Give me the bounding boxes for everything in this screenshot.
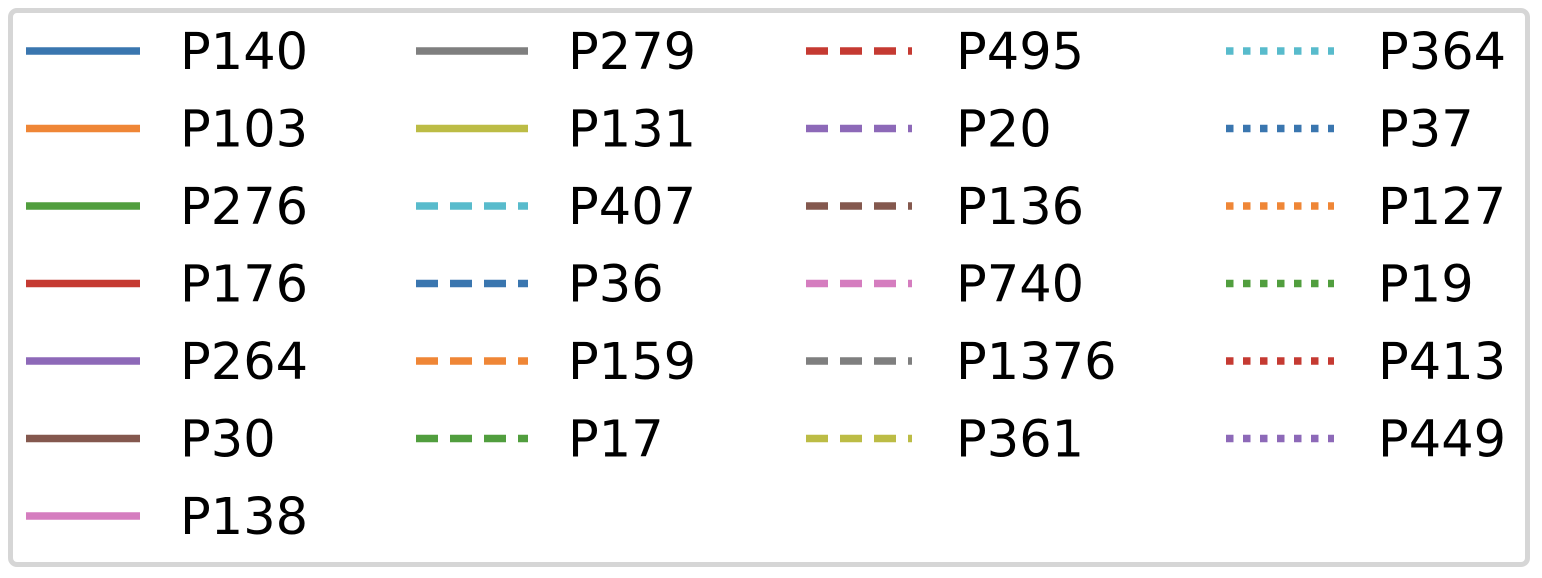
legend-label: P103: [180, 101, 308, 160]
legend-label: P30: [180, 411, 276, 470]
legend-entry: P176: [26, 256, 308, 315]
legend-entry: P740: [806, 256, 1084, 315]
legend-box: [8, 8, 1530, 567]
legend-entry: P364: [1226, 23, 1506, 82]
legend-label: P1376: [956, 333, 1117, 392]
legend-label: P407: [568, 178, 696, 237]
legend-label: P495: [956, 23, 1084, 82]
legend-entry: P20: [806, 101, 1052, 160]
legend-entry: P413: [1226, 333, 1506, 392]
legend-entry: P127: [1226, 178, 1506, 237]
legend-label: P131: [568, 101, 696, 160]
legend-label: P279: [568, 23, 696, 82]
legend-label: P413: [1378, 333, 1506, 392]
legend-entry: P264: [26, 333, 308, 392]
legend-entry: P276: [26, 178, 308, 237]
legend-label: P449: [1378, 411, 1506, 470]
legend-label: P264: [180, 333, 308, 392]
legend-entry: P361: [806, 411, 1084, 470]
legend-entry: P159: [416, 333, 696, 392]
legend-label: P127: [1378, 178, 1506, 237]
legend-label: P20: [956, 101, 1052, 160]
legend-label: P138: [180, 488, 308, 547]
legend-entry: P19: [1226, 256, 1474, 315]
legend-label: P136: [956, 178, 1084, 237]
legend-label: P36: [568, 256, 664, 315]
legend-entry: P495: [806, 23, 1084, 82]
legend-label: P364: [1378, 23, 1506, 82]
legend-entry: P449: [1226, 411, 1506, 470]
legend-label: P276: [180, 178, 308, 237]
legend-label: P159: [568, 333, 696, 392]
legend-entry: P17: [416, 411, 664, 470]
legend-entry: P30: [26, 411, 276, 470]
legend-entry: P407: [416, 178, 696, 237]
legend-entry: P138: [26, 488, 308, 547]
legend-label: P19: [1378, 256, 1474, 315]
legend-entry: P140: [26, 23, 308, 82]
legend-entry: P131: [416, 101, 696, 160]
legend-entry: P36: [416, 256, 664, 315]
legend-label: P37: [1378, 101, 1474, 160]
legend-entry: P1376: [806, 333, 1117, 392]
legend-entry: P103: [26, 101, 308, 160]
legend-entry: P136: [806, 178, 1084, 237]
legend-label: P361: [956, 411, 1084, 470]
legend-label: P140: [180, 23, 308, 82]
legend-label: P740: [956, 256, 1084, 315]
legend-entry: P279: [416, 23, 696, 82]
legend-label: P17: [568, 411, 664, 470]
legend-entry: P37: [1226, 101, 1474, 160]
legend-label: P176: [180, 256, 308, 315]
